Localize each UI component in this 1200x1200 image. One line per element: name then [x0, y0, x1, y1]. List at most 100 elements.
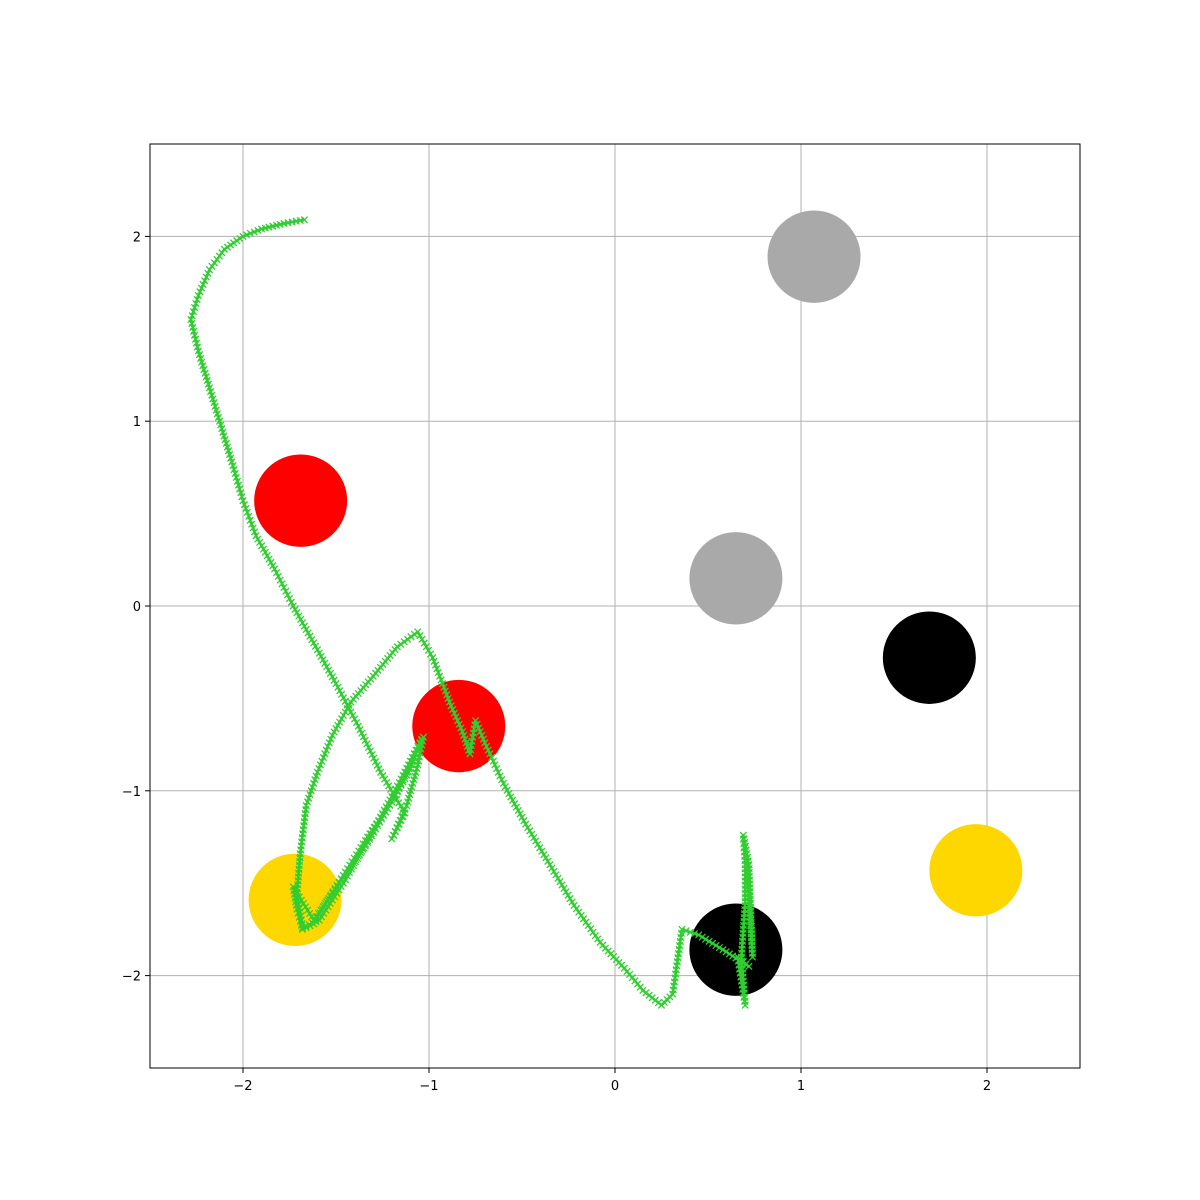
trajectory-marker-579 — [570, 901, 578, 910]
trajectory-marker-530 — [478, 731, 486, 740]
trajectory-marker-589 — [594, 935, 602, 943]
trajectory-marker-372 — [363, 837, 372, 845]
trajectory-marker-360 — [386, 796, 394, 804]
trajectory-marker-485 — [414, 628, 422, 636]
trajectory — [187, 216, 757, 1009]
trajectory-marker-443 — [318, 757, 326, 765]
x-tick-label-2: 0 — [611, 1079, 619, 1094]
trajectory-marker-377 — [353, 854, 362, 863]
trajectory-marker-572 — [556, 878, 564, 886]
trajectory-marker-108 — [270, 565, 279, 573]
trajectory-marker-186 — [389, 831, 398, 839]
trajectory-marker-488 — [420, 639, 428, 647]
trajectory-marker-566 — [544, 857, 552, 865]
trajectory-marker-363 — [380, 806, 389, 814]
trajectory-marker-32 — [199, 280, 207, 289]
trajectory-marker-348 — [408, 753, 416, 762]
trajectory-marker-641 — [712, 941, 720, 950]
trajectory-marker-13 — [250, 228, 258, 236]
trajectory-marker-150 — [349, 711, 357, 720]
trajectory-marker-544 — [501, 783, 509, 791]
trajectory-marker-559 — [530, 833, 538, 842]
trajectory-marker-538 — [491, 761, 499, 769]
trajectory-marker-484 — [410, 630, 419, 638]
trajectory-marker-366 — [375, 816, 383, 825]
trajectory-marker-344 — [416, 739, 424, 747]
trajectory-marker-449 — [327, 735, 335, 743]
trajectory-marker-352 — [401, 768, 409, 776]
trajectory-marker-144 — [337, 690, 346, 698]
trajectory-marker-131 — [313, 646, 322, 654]
trajectory-marker-169 — [383, 778, 391, 787]
trajectory-marker-104 — [263, 552, 271, 560]
trajectory-marker-160 — [366, 747, 374, 755]
trajectory-marker-130 — [311, 642, 320, 650]
trajectory-marker-30 — [202, 273, 210, 281]
trajectory-marker-392 — [322, 906, 330, 914]
trajectory-marker-359 — [388, 792, 396, 801]
trajectory-marker-301 — [335, 878, 343, 886]
trajectory-marker-529 — [476, 728, 484, 736]
trajectory-marker-170 — [385, 782, 393, 790]
trajectory-marker-164 — [373, 761, 381, 769]
trajectory-marker-391 — [324, 903, 332, 911]
trajectory-marker-555 — [522, 820, 530, 828]
y-tick-label-0: −2 — [122, 970, 141, 985]
trajectory-marker-507 — [450, 709, 458, 717]
trajectory-marker-365 — [376, 813, 385, 821]
trajectory-marker-576 — [564, 891, 572, 899]
trajectory-marker-101 — [257, 542, 266, 550]
trajectory-marker-577 — [566, 894, 574, 903]
trajectory-marker-556 — [524, 823, 532, 832]
trajectory-marker-508 — [452, 713, 460, 721]
y-axis: −2 −1 0 1 2 — [122, 230, 150, 985]
trajectory-marker-551 — [514, 806, 522, 815]
trajectory-marker-14 — [246, 229, 255, 238]
trajectory-marker-564 — [540, 850, 548, 859]
trajectory-marker-154 — [356, 726, 364, 734]
trajectory-marker-373 — [361, 840, 370, 848]
trajectory-marker-385 — [337, 882, 345, 891]
trajectory-marker-450 — [328, 731, 336, 740]
trajectory-marker-127 — [306, 632, 314, 640]
trajectory-marker-456 — [339, 711, 348, 720]
trajectory-marker-94 — [246, 516, 254, 524]
trajectory-marker-575 — [562, 888, 570, 896]
trajectory-marker-585 — [584, 921, 592, 930]
trajectory-marker-451 — [330, 728, 338, 736]
trajectory-marker-141 — [332, 679, 340, 688]
trajectory-marker-121 — [295, 612, 303, 620]
trajectory-marker-384 — [339, 879, 348, 887]
trajectory-marker-573 — [558, 881, 566, 889]
trajectory-marker-554 — [520, 817, 528, 825]
trajectory-marker-38 — [190, 303, 199, 312]
black-circle-3 — [882, 611, 976, 704]
trajectory-marker-123 — [298, 619, 307, 627]
trajectory-marker-122 — [297, 615, 305, 624]
trajectory-marker-350 — [404, 761, 413, 769]
x-tick-label-4: 2 — [983, 1079, 991, 1094]
trajectory-marker-351 — [403, 764, 411, 773]
trajectory-marker-36 — [193, 295, 201, 304]
trajectory-marker-28 — [205, 266, 214, 274]
trajectory-marker-588 — [591, 931, 600, 940]
trajectory-marker-353 — [399, 771, 407, 780]
trajectory-marker-96 — [249, 524, 257, 532]
trajectory-marker-489 — [422, 643, 430, 651]
trajectory-marker-159 — [364, 743, 373, 752]
y-tick-label-4: 2 — [133, 230, 141, 245]
trajectory-marker-557 — [526, 827, 534, 835]
trajectory-marker-355 — [395, 778, 403, 787]
trajectory-marker-40 — [188, 311, 196, 320]
trajectory-marker-567 — [546, 861, 554, 869]
trajectory-marker-91 — [242, 504, 250, 513]
gray-circle-0 — [767, 210, 861, 303]
trajectory-marker-126 — [304, 629, 312, 637]
red-circle-1 — [254, 454, 348, 547]
trajectory-marker-569 — [550, 867, 558, 876]
trajectory-marker-547 — [507, 793, 515, 801]
trajectory-marker-486 — [416, 631, 424, 640]
trajectory-marker-491 — [426, 650, 435, 658]
trajectory-marker-442 — [316, 761, 325, 769]
